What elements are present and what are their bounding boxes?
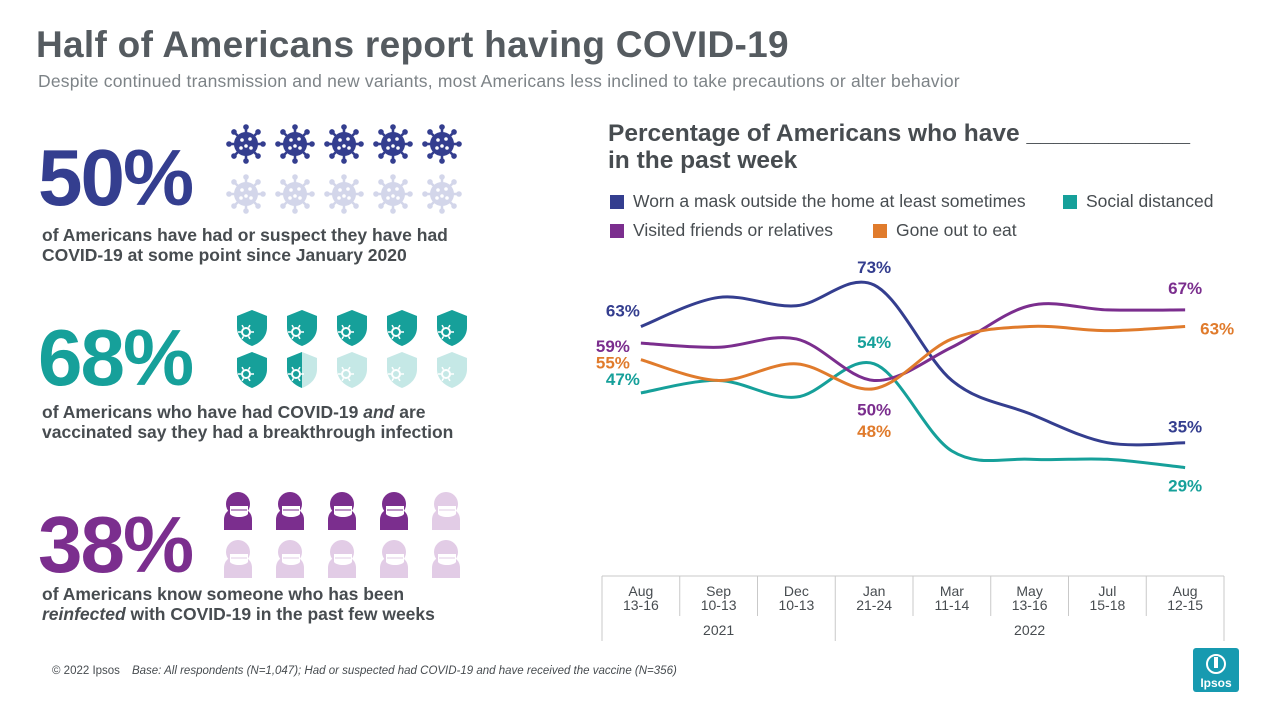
- footer: © 2022 Ipsos Base: All respondents (N=1,0…: [52, 665, 677, 677]
- shield-virus-icon: [287, 310, 317, 346]
- virus-icon: [422, 124, 462, 164]
- stat-68-value: 68%: [38, 313, 194, 402]
- masked-person-icon: [380, 540, 408, 578]
- virus-icon: [275, 174, 315, 214]
- virus-icon: [275, 124, 315, 164]
- year-label: 2022: [1014, 622, 1045, 638]
- masked-person-icon: [432, 540, 460, 578]
- x-tick-label: Sep: [706, 583, 731, 599]
- x-tick-label: 13-16: [623, 597, 659, 613]
- x-tick-label: Aug: [1173, 583, 1198, 599]
- masked-person-icon: [380, 492, 408, 530]
- x-tick-label: 11-14: [934, 597, 969, 613]
- stat-38-value: 38%: [38, 500, 194, 589]
- x-tick-label: May: [1016, 583, 1042, 599]
- x-tick-label: 12-15: [1167, 597, 1203, 613]
- masked-person-icon: [328, 492, 356, 530]
- virus-icon: [226, 124, 266, 164]
- legend-swatch-visited: [610, 223, 624, 238]
- chart-title: Percentage of Americans who have _______…: [608, 120, 1190, 174]
- legend-item-visited: Visited friends or relatives: [610, 220, 833, 241]
- virus-icon: [373, 124, 413, 164]
- data-label: 73%: [857, 258, 891, 277]
- data-label: 59%: [596, 337, 630, 356]
- virus-icon: [373, 174, 413, 214]
- virus-icon-grid: [226, 124, 471, 229]
- legend-label-visited: Visited friends or relatives: [633, 220, 834, 240]
- stat-50-value: 50%: [38, 133, 194, 222]
- masked-person-icon: [276, 492, 304, 530]
- legend-item-mask: Worn a mask outside the home at least so…: [610, 191, 1026, 212]
- shield-virus-icon: [387, 310, 417, 346]
- page-title: Half of Americans report having COVID-19: [36, 24, 789, 65]
- x-tick-label: 10-13: [701, 597, 737, 613]
- legend-swatch-mask: [610, 194, 624, 209]
- data-label: 35%: [1168, 418, 1202, 437]
- stat-38-text: of Americans know someone who has been r…: [42, 584, 435, 624]
- legend-label-mask: Worn a mask outside the home at least so…: [633, 191, 1026, 211]
- copyright: © 2022 Ipsos: [52, 665, 120, 677]
- shield-virus-icon: [337, 352, 367, 388]
- masked-person-icon: [432, 492, 460, 530]
- x-tick-label: Jan: [863, 583, 886, 599]
- legend-label-eat: Gone out to eat: [896, 220, 1017, 240]
- x-tick-label: 10-13: [778, 597, 814, 613]
- series-line-1: [640, 361, 1186, 470]
- series-line-0: [640, 280, 1186, 447]
- data-label: 48%: [857, 422, 891, 441]
- x-tick-label: Dec: [784, 583, 809, 599]
- x-tick-label: Mar: [940, 583, 964, 599]
- base-note: Base: All respondents (N=1,047); Had or …: [131, 665, 677, 677]
- stat-50-text: of Americans have had or suspect they ha…: [42, 225, 448, 265]
- x-tick-label: Jul: [1098, 583, 1116, 599]
- data-label: 63%: [1200, 320, 1234, 339]
- series-line-2: [640, 302, 1186, 382]
- masked-person-icon: [224, 540, 252, 578]
- legend-swatch-distanced: [1063, 194, 1077, 209]
- legend-item-distanced: Social distanced: [1063, 191, 1213, 212]
- legend-swatch-eat: [873, 223, 887, 238]
- masked-person-icon: [276, 540, 304, 578]
- shield-virus-icon: [237, 310, 267, 346]
- virus-icon: [324, 124, 364, 164]
- x-tick-label: 15-18: [1089, 597, 1125, 613]
- virus-icon: [324, 174, 364, 214]
- legend-label-distanced: Social distanced: [1086, 191, 1214, 211]
- shield-virus-icon: [337, 310, 367, 346]
- virus-icon: [226, 174, 266, 214]
- stat-68-text: of Americans who have had COVID-19 and a…: [42, 402, 454, 442]
- virus-icon: [422, 174, 462, 214]
- shield-virus-icon: [287, 352, 317, 388]
- masked-person-icon: [224, 492, 252, 530]
- data-label: 54%: [857, 333, 891, 352]
- data-label: 67%: [1168, 279, 1202, 298]
- x-tick-label: 21-24: [856, 597, 892, 613]
- data-label: 50%: [857, 400, 891, 419]
- x-tick-label: Aug: [628, 583, 653, 599]
- masked-person-icon: [328, 540, 356, 578]
- shield-virus-icon: [387, 352, 417, 388]
- masked-person-icon-grid: [218, 490, 478, 591]
- shield-virus-icon: [437, 352, 467, 388]
- data-label: 63%: [606, 302, 640, 321]
- page-subtitle: Despite continued transmission and new v…: [38, 71, 960, 91]
- shield-virus-icon: [237, 352, 267, 388]
- data-label: 55%: [596, 354, 630, 373]
- ipsos-logo: Ipsos: [1193, 648, 1239, 692]
- shield-virus-icon: [437, 310, 467, 346]
- data-label: 29%: [1168, 477, 1202, 496]
- year-label: 2021: [703, 622, 734, 638]
- shield-virus-icon-grid: [232, 307, 482, 396]
- data-label: 47%: [606, 370, 640, 389]
- x-tick-label: 13-16: [1012, 597, 1048, 613]
- series-line-3: [640, 324, 1186, 391]
- legend-item-eat: Gone out to eat: [873, 220, 1017, 241]
